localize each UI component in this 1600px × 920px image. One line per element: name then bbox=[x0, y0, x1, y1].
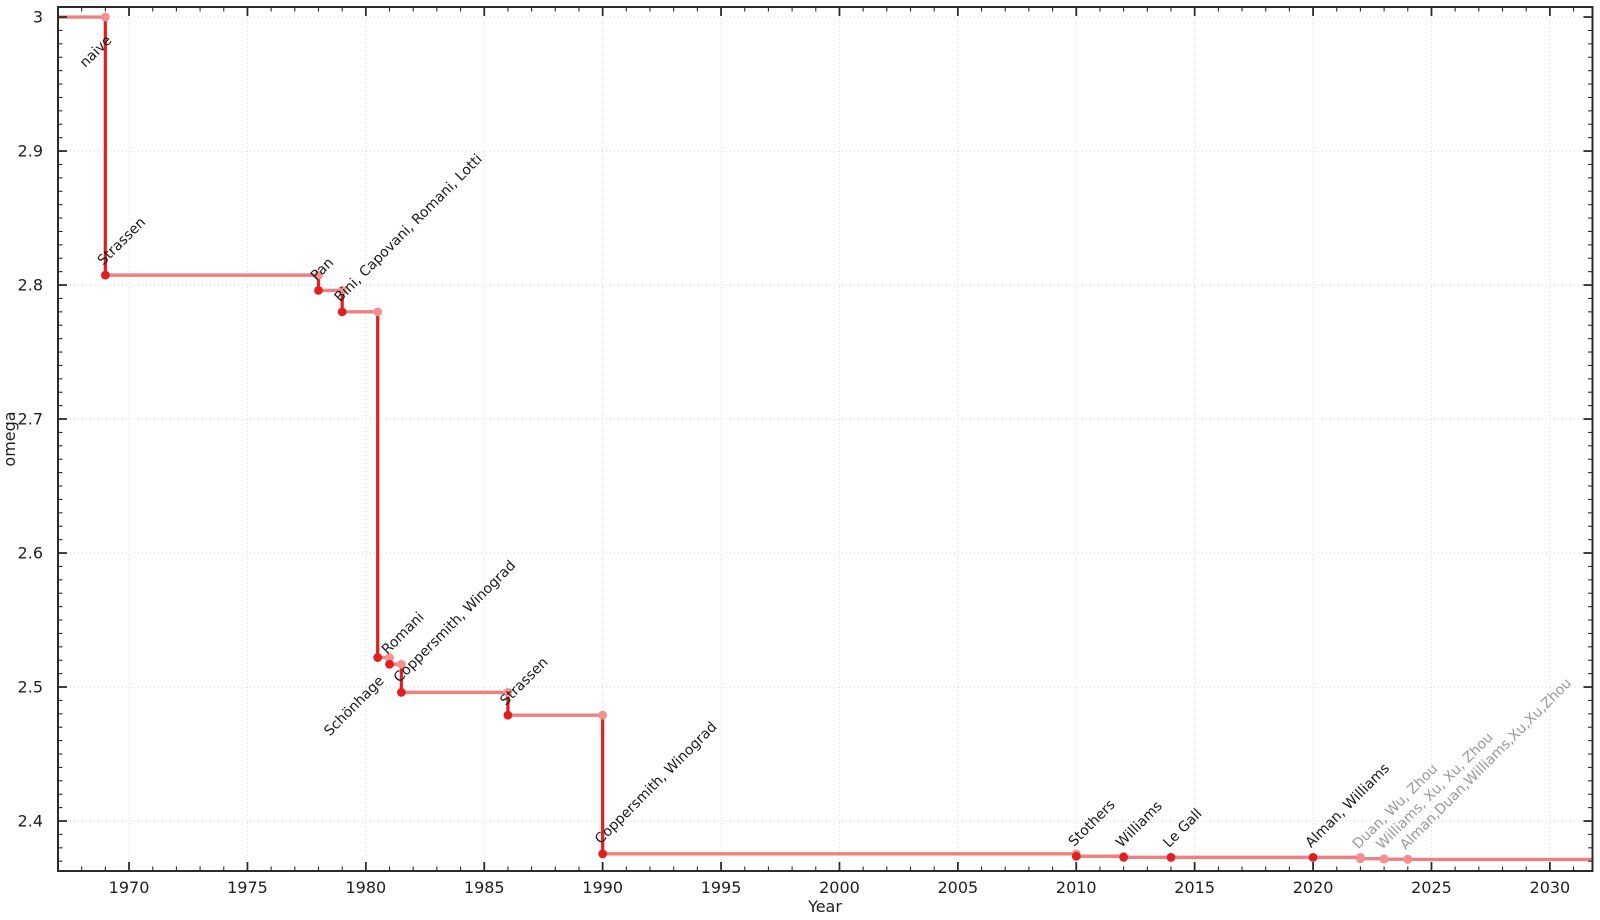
point-label: Bini, Capovani, Romani, Lotti bbox=[332, 151, 486, 305]
new-value-marker bbox=[598, 849, 608, 859]
x-tick-label: 2020 bbox=[1293, 878, 1334, 897]
point-label: Williams bbox=[1113, 798, 1166, 851]
point-label-group: Bini, Capovani, Romani, Lotti bbox=[332, 151, 486, 305]
old-value-marker bbox=[396, 659, 406, 669]
old-value-marker bbox=[100, 12, 110, 22]
point-label-group: Williams, Xu, Xu, Zhou bbox=[1374, 730, 1497, 853]
point-label-group: Schönhage bbox=[321, 673, 387, 739]
point-label-group: Coppersmith, Winograd bbox=[592, 719, 720, 847]
new-value-marker bbox=[1119, 852, 1129, 862]
new-value-marker bbox=[1308, 852, 1318, 862]
x-tick-label: 2005 bbox=[938, 878, 979, 897]
x-tick-label: 1980 bbox=[345, 878, 386, 897]
old-value-marker bbox=[385, 653, 394, 662]
x-tick-label: 1975 bbox=[227, 878, 268, 897]
new-value-marker bbox=[337, 307, 347, 317]
point-label: Stothers bbox=[1066, 797, 1119, 850]
old-value-marker bbox=[337, 285, 347, 295]
point-label: Pan bbox=[308, 255, 337, 284]
x-tick-label: 1970 bbox=[109, 878, 150, 897]
point-label: Coppersmith, Winograd bbox=[592, 719, 720, 847]
new-value-marker bbox=[1403, 855, 1413, 864]
old-value-marker bbox=[373, 307, 383, 317]
x-tick-label: 2010 bbox=[1056, 878, 1097, 897]
y-tick-label: 3 bbox=[33, 8, 43, 27]
new-value-marker bbox=[314, 285, 323, 295]
y-tick-label: 2.8 bbox=[18, 276, 43, 295]
point-label-group: Alman,Duan,Williams,Xu,Xu,Zhou bbox=[1397, 675, 1575, 853]
x-tick-label: 1985 bbox=[464, 878, 505, 897]
new-value-marker bbox=[100, 270, 110, 280]
y-tick-label: 2.4 bbox=[18, 812, 43, 831]
y-tick-label: 2.7 bbox=[18, 410, 43, 429]
point-label-group: Strassen bbox=[95, 214, 149, 268]
x-tick-label: 1990 bbox=[582, 878, 623, 897]
new-value-marker bbox=[396, 687, 406, 697]
new-value-marker bbox=[1166, 852, 1176, 862]
new-value-marker bbox=[385, 659, 394, 669]
x-tick-label: 2000 bbox=[819, 878, 860, 897]
point-label-group: Strassen bbox=[497, 654, 551, 708]
x-tick-label: 2030 bbox=[1530, 878, 1571, 897]
point-label-group: Le Gall bbox=[1160, 806, 1205, 851]
step-line bbox=[58, 15, 1593, 862]
new-value-marker bbox=[1379, 854, 1389, 864]
point-label-group: Williams bbox=[1113, 798, 1166, 851]
point-label-group: naive bbox=[77, 33, 115, 71]
x-tick-label: 2025 bbox=[1411, 878, 1452, 897]
point-label-group: Stothers bbox=[1066, 797, 1119, 850]
tick-label-layer: 1970 1975 1980 1985 1990 1995 2000 2005 2010 2015… bbox=[18, 8, 1571, 897]
y-tick-label: 2.5 bbox=[18, 678, 43, 697]
series-layer bbox=[58, 12, 1593, 864]
point-label: Alman,Duan,Williams,Xu,Xu,Zhou bbox=[1397, 675, 1575, 853]
y-tick-label: 2.6 bbox=[18, 544, 43, 563]
old-value-marker bbox=[314, 270, 323, 280]
spine-layer bbox=[57, 6, 1594, 872]
plot-border bbox=[57, 6, 1594, 872]
point-label: Strassen bbox=[497, 654, 551, 708]
new-value-marker bbox=[1356, 854, 1365, 864]
point-label: Schönhage bbox=[321, 673, 387, 739]
point-label: Le Gall bbox=[1160, 806, 1205, 851]
x-tick-label: 2015 bbox=[1174, 878, 1215, 897]
old-value-marker bbox=[503, 687, 513, 697]
new-value-marker bbox=[503, 710, 513, 720]
point-label: naive bbox=[77, 33, 115, 71]
new-value-marker bbox=[373, 653, 383, 662]
tick-layer bbox=[58, 7, 1593, 871]
x-tick-label: 1995 bbox=[701, 878, 742, 897]
y-tick-label: 2.9 bbox=[18, 142, 43, 161]
grid-layer bbox=[58, 7, 1593, 871]
new-value-marker bbox=[1071, 851, 1081, 861]
x-axis-label: Year bbox=[807, 897, 842, 916]
y-axis-label: omega bbox=[0, 411, 19, 466]
point-label: Strassen bbox=[95, 214, 149, 268]
point-label-group: Pan bbox=[308, 255, 337, 284]
point-label: Williams, Xu, Xu, Zhou bbox=[1374, 730, 1497, 853]
old-value-marker bbox=[598, 710, 608, 720]
